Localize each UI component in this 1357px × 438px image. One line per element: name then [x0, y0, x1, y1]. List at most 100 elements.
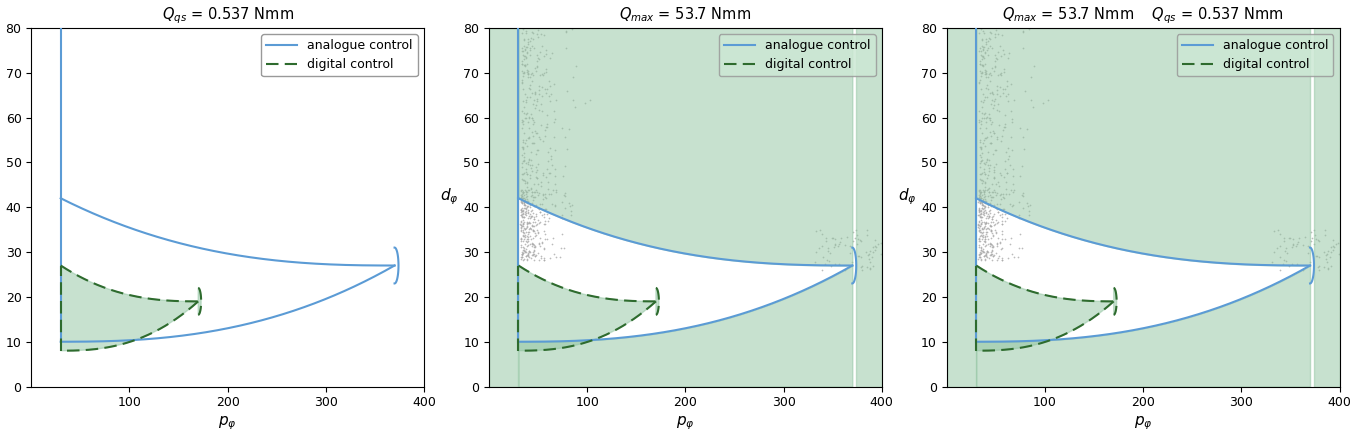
Point — [993, 123, 1015, 130]
Point — [510, 227, 532, 234]
Point — [510, 235, 532, 242]
Point — [987, 242, 1008, 249]
Point — [539, 83, 560, 90]
Point — [997, 145, 1019, 152]
Point — [968, 244, 989, 251]
Point — [513, 219, 535, 226]
Point — [973, 248, 995, 255]
Point — [840, 250, 862, 257]
Point — [976, 40, 997, 47]
Point — [974, 233, 996, 240]
Point — [974, 203, 996, 210]
Point — [522, 180, 544, 187]
Point — [513, 201, 535, 208]
Point — [972, 53, 993, 60]
Point — [516, 210, 537, 217]
Point — [539, 215, 560, 222]
Point — [988, 182, 1010, 189]
Point — [824, 261, 845, 268]
Point — [512, 238, 533, 245]
Point — [520, 213, 541, 220]
Point — [981, 96, 1003, 103]
Point — [513, 236, 535, 243]
Point — [972, 114, 993, 121]
Point — [969, 211, 991, 218]
Point — [1018, 203, 1039, 210]
Point — [1322, 247, 1343, 254]
Point — [969, 108, 991, 115]
Point — [518, 85, 540, 92]
Point — [1010, 173, 1031, 180]
Point — [999, 200, 1020, 207]
Point — [972, 70, 993, 77]
Point — [520, 248, 541, 255]
Point — [517, 160, 539, 167]
Point — [980, 121, 1001, 128]
Point — [976, 214, 997, 221]
Point — [860, 253, 882, 260]
Point — [992, 191, 1014, 198]
Point — [514, 205, 536, 212]
Point — [532, 71, 554, 78]
Point — [514, 63, 536, 70]
Point — [520, 184, 541, 191]
Point — [517, 214, 539, 221]
Point — [970, 177, 992, 184]
Point — [512, 191, 533, 198]
Point — [520, 240, 541, 247]
Point — [987, 55, 1008, 62]
Point — [1262, 258, 1284, 265]
Point — [993, 205, 1015, 212]
Legend: analogue control, digital control: analogue control, digital control — [719, 34, 875, 76]
Point — [974, 203, 996, 210]
Point — [856, 231, 878, 238]
Point — [540, 155, 562, 162]
Point — [517, 242, 539, 249]
Point — [981, 180, 1003, 187]
Point — [533, 211, 555, 218]
Point — [969, 192, 991, 199]
Point — [973, 110, 995, 117]
Point — [532, 138, 554, 145]
Point — [512, 223, 533, 230]
Point — [512, 199, 533, 206]
Point — [516, 199, 537, 206]
Point — [976, 39, 997, 46]
Point — [970, 55, 992, 62]
Point — [535, 68, 556, 75]
Point — [1012, 192, 1034, 199]
Point — [555, 28, 577, 35]
Point — [970, 224, 992, 231]
Point — [522, 30, 544, 37]
Point — [541, 186, 563, 193]
Point — [974, 257, 996, 264]
Point — [866, 244, 887, 251]
Point — [516, 203, 537, 210]
Point — [1316, 248, 1338, 255]
Point — [527, 188, 548, 195]
Point — [977, 224, 999, 231]
Point — [980, 193, 1001, 200]
Point — [974, 197, 996, 204]
Point — [973, 237, 995, 244]
Point — [524, 118, 546, 125]
Point — [1020, 96, 1042, 103]
Point — [987, 200, 1008, 207]
Point — [991, 255, 1012, 262]
Point — [525, 150, 547, 157]
Point — [1308, 266, 1330, 273]
Point — [512, 249, 533, 256]
Point — [974, 142, 996, 149]
Point — [981, 244, 1003, 251]
Point — [525, 221, 547, 228]
Point — [514, 46, 536, 53]
Point — [870, 239, 892, 246]
Point — [976, 209, 997, 216]
Point — [512, 229, 533, 236]
Point — [997, 191, 1019, 198]
Point — [992, 194, 1014, 201]
Point — [972, 62, 993, 69]
Point — [520, 226, 541, 233]
Point — [977, 171, 999, 178]
Point — [974, 178, 996, 185]
